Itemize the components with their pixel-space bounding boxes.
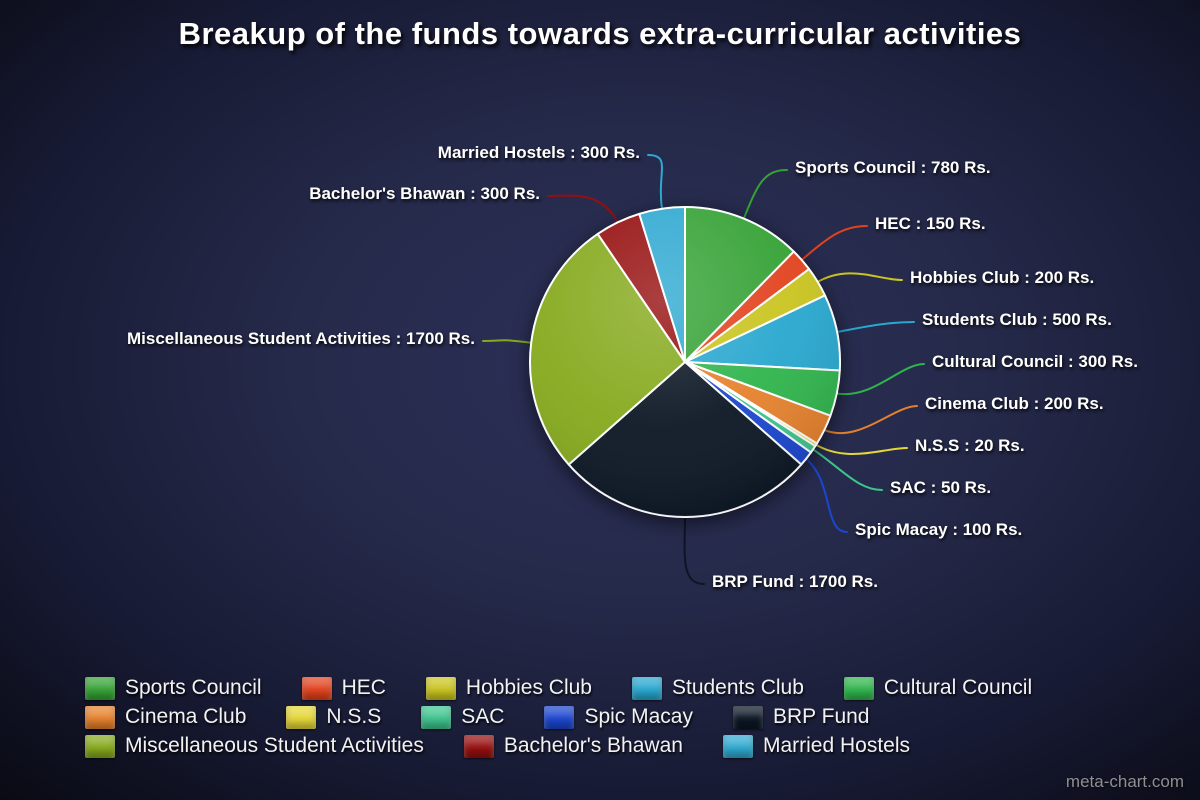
callout-line-bachelor-s-bhawan — [547, 194, 620, 226]
callout-line-hec — [799, 225, 868, 263]
callout-label-hobbies-club: Hobbies Club : 200 Rs. — [910, 268, 1095, 287]
callout-label-sac: SAC : 50 Rs. — [890, 478, 992, 497]
legend-label-sports-council: Sports Council — [125, 676, 262, 699]
callout-label-miscellaneous-student-activities: Miscellaneous Student Activities : 1700 … — [127, 329, 475, 348]
legend-swatch-students-club — [631, 676, 662, 700]
legend-swatch-brp-fund — [732, 705, 763, 729]
callout-label-brp-fund: BRP Fund : 1700 Rs. — [712, 572, 878, 591]
callout-label-cinema-club: Cinema Club : 200 Rs. — [925, 394, 1104, 413]
legend-item-bachelor-s-bhawan: Bachelor's Bhawan — [463, 734, 683, 758]
legend-swatch-sac — [421, 705, 452, 729]
legend-item-n-s-s: N.S.S — [286, 705, 381, 729]
legend-item-spic-macay: Spic Macay — [544, 705, 693, 729]
legend-swatch-hec — [301, 676, 332, 700]
legend-label-n-s-s: N.S.S — [326, 705, 382, 728]
callout-label-sports-council: Sports Council : 780 Rs. — [795, 158, 991, 177]
legend-swatch-spic-macay — [544, 705, 575, 729]
legend-label-cultural-council: Cultural Council — [883, 676, 1033, 699]
legend-item-cultural-council: Cultural Council — [843, 676, 1033, 700]
callout-line-cinema-club — [821, 405, 918, 435]
callout-label-married-hostels: Married Hostels : 300 Rs. — [437, 143, 640, 162]
pie-slices — [529, 206, 841, 519]
callout-label-students-club: Students Club : 500 Rs. — [922, 310, 1112, 329]
legend-item-miscellaneous-student-activities: Miscellaneous Student Activities — [85, 734, 424, 758]
legend-swatch-cultural-council — [843, 676, 874, 700]
callout-line-cultural-council — [833, 363, 925, 396]
legend-item-sac: SAC — [421, 705, 504, 729]
legend: Sports Council HEC Hobbies Club Students Cl… — [85, 676, 1155, 758]
callout-line-sports-council — [742, 169, 788, 222]
callout-label-spic-macay: Spic Macay : 100 Rs. — [855, 520, 1023, 539]
legend-label-married-hostels: Married Hostels — [762, 734, 910, 757]
legend-label-hec: HEC — [341, 676, 386, 699]
legend-swatch-bachelor-s-bhawan — [463, 734, 494, 758]
legend-swatch-n-s-s — [286, 705, 317, 729]
callout-label-cultural-council: Cultural Council : 300 Rs. — [932, 352, 1138, 371]
callout-line-miscellaneous-student-activities — [482, 339, 535, 344]
legend-swatch-miscellaneous-student-activities — [85, 734, 115, 758]
legend-item-hec: HEC — [301, 676, 386, 700]
legend-swatch-hobbies-club — [425, 676, 456, 700]
legend-label-hobbies-club: Hobbies Club — [465, 676, 592, 699]
legend-label-spic-macay: Spic Macay — [584, 705, 693, 728]
legend-swatch-cinema-club — [85, 705, 115, 729]
callout-label-bachelor-s-bhawan: Bachelor's Bhawan : 300 Rs. — [309, 184, 540, 203]
legend-label-miscellaneous-student-activities: Miscellaneous Student Activities — [125, 734, 424, 757]
legend-label-brp-fund: BRP Fund — [772, 705, 870, 728]
legend-swatch-sports-council — [85, 676, 115, 700]
legend-item-married-hostels: Married Hostels — [722, 734, 910, 758]
watermark: meta-chart.com — [1065, 772, 1184, 791]
legend-label-sac: SAC — [461, 705, 505, 728]
legend-label-cinema-club: Cinema Club — [125, 705, 247, 728]
legend-label-students-club: Students Club — [671, 676, 804, 699]
callout-label-hec: HEC : 150 Rs. — [875, 214, 986, 233]
legend-swatch-married-hostels — [722, 734, 753, 758]
callout-line-students-club — [834, 321, 915, 334]
callout-line-brp-fund — [683, 514, 705, 585]
callout-label-n-s-s: N.S.S : 20 Rs. — [915, 436, 1025, 455]
callout-line-married-hostels — [647, 154, 664, 212]
callout-line-n-s-s — [813, 442, 908, 455]
legend-item-students-club: Students Club — [631, 676, 804, 700]
legend-item-hobbies-club: Hobbies Club — [425, 676, 592, 700]
legend-item-brp-fund: BRP Fund — [732, 705, 870, 729]
legend-label-bachelor-s-bhawan: Bachelor's Bhawan — [503, 734, 683, 757]
callout-line-spic-macay — [803, 456, 848, 533]
legend-item-cinema-club: Cinema Club — [85, 705, 246, 729]
callout-line-hobbies-club — [814, 272, 903, 284]
chart-title: Breakup of the funds towards extra-curri… — [178, 16, 1022, 51]
legend-item-sports-council: Sports Council — [85, 676, 262, 700]
